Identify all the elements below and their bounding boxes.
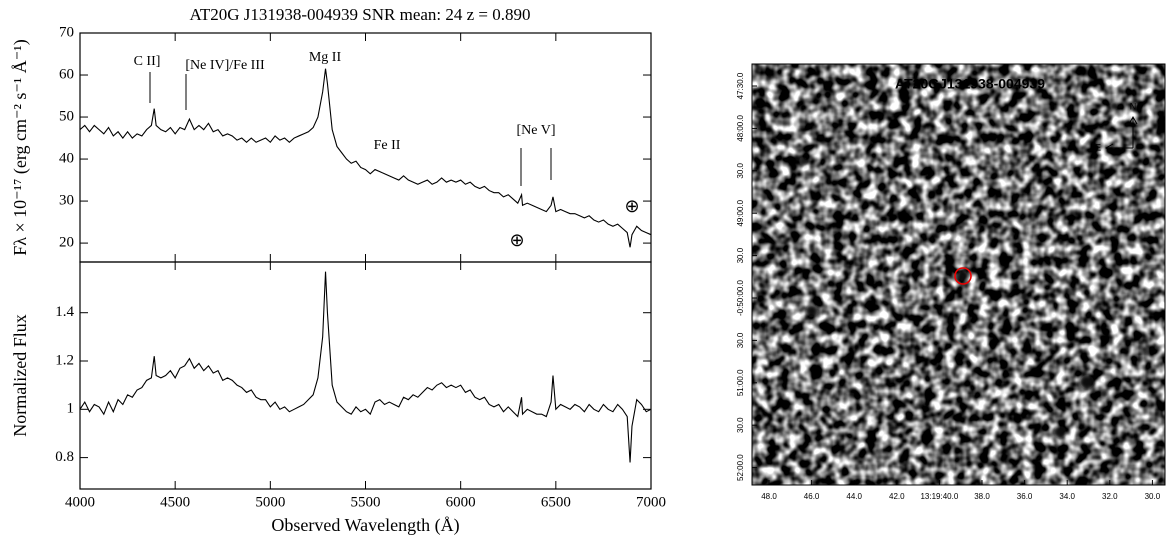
plot-frame	[79, 32, 652, 263]
ra-label: 32.0	[1102, 492, 1118, 501]
y-tick-label: 70	[59, 24, 74, 40]
ra-label: 34.0	[1059, 492, 1075, 501]
ra-label: 48.0	[761, 492, 777, 501]
x-tick-label: 6500	[541, 494, 571, 510]
x-tick-label: 4000	[65, 494, 95, 510]
ra-label: 30.0	[1145, 492, 1161, 501]
y-tick-label: 60	[59, 66, 74, 82]
y-tick-label: 40	[59, 150, 74, 166]
dec-label: 30.0	[736, 332, 745, 348]
line-annotation: [Ne IV]/Fe III	[185, 58, 265, 73]
x-tick-label: 6000	[446, 494, 476, 510]
dec-label: 47:30.0	[736, 72, 745, 99]
y-tick-label: 1.2	[55, 352, 74, 368]
y-tick-label: 1.4	[55, 304, 74, 320]
x-axis-label: Observed Wavelength (Å)	[271, 515, 459, 536]
image-title: AT20GJ131938-004939	[895, 76, 1045, 92]
line-annotation: C II]	[134, 54, 161, 69]
line-annotation: ⊕	[624, 196, 639, 216]
spectrum-line	[79, 68, 652, 248]
ra-label: 36.0	[1017, 492, 1033, 501]
dec-label: 49:00.0	[736, 199, 745, 226]
image-frame	[751, 63, 1166, 486]
y-axis-label: Normalized Flux	[10, 314, 30, 436]
y-axis-label: Fλ × 10⁻¹⁷ (erg cm⁻² s⁻¹ Å⁻¹)	[10, 39, 31, 255]
target-marker	[954, 267, 972, 285]
y-tick-label: 0.8	[55, 449, 74, 465]
x-tick-label: 5000	[255, 494, 285, 510]
chart-title: AT20G J131938-004939 SNR mean: 24 z = 0.…	[189, 5, 530, 24]
line-annotation: [Ne V]	[516, 123, 555, 138]
y-tick-label: 20	[59, 235, 74, 251]
y-tick-label: 30	[59, 193, 74, 209]
dec-label: 52:00.0	[736, 454, 745, 481]
line-annotation: Mg II	[309, 50, 342, 65]
ra-label: 46.0	[804, 492, 820, 501]
dec-label: 48:00.0	[736, 115, 745, 142]
dec-label: -0:50:00.0	[736, 279, 745, 316]
dec-label: 30.0	[736, 417, 745, 433]
line-annotation: ⊕	[509, 230, 524, 250]
dec-label: 30.0	[736, 247, 745, 263]
dec-label: 30.0	[736, 162, 745, 178]
compass-north: N	[1130, 101, 1137, 111]
stars	[767, 75, 1118, 438]
spectrum-line	[79, 271, 652, 463]
y-tick-label: 50	[59, 108, 74, 124]
x-tick-label: 7000	[636, 494, 666, 510]
line-annotation: Fe II	[374, 138, 401, 153]
y-tick-label: 1	[67, 401, 75, 417]
dec-label: 51:00.0	[736, 369, 745, 396]
x-tick-label: 4500	[160, 494, 190, 510]
compass-east: E	[1095, 142, 1101, 152]
ra-label: 13:19:40.0	[920, 492, 958, 501]
ra-label: 38.0	[974, 492, 990, 501]
compass	[1104, 115, 1138, 153]
ra-label: 42.0	[889, 492, 905, 501]
ra-label: 44.0	[846, 492, 862, 501]
sky-image	[752, 64, 1165, 485]
x-tick-label: 5500	[351, 494, 381, 510]
